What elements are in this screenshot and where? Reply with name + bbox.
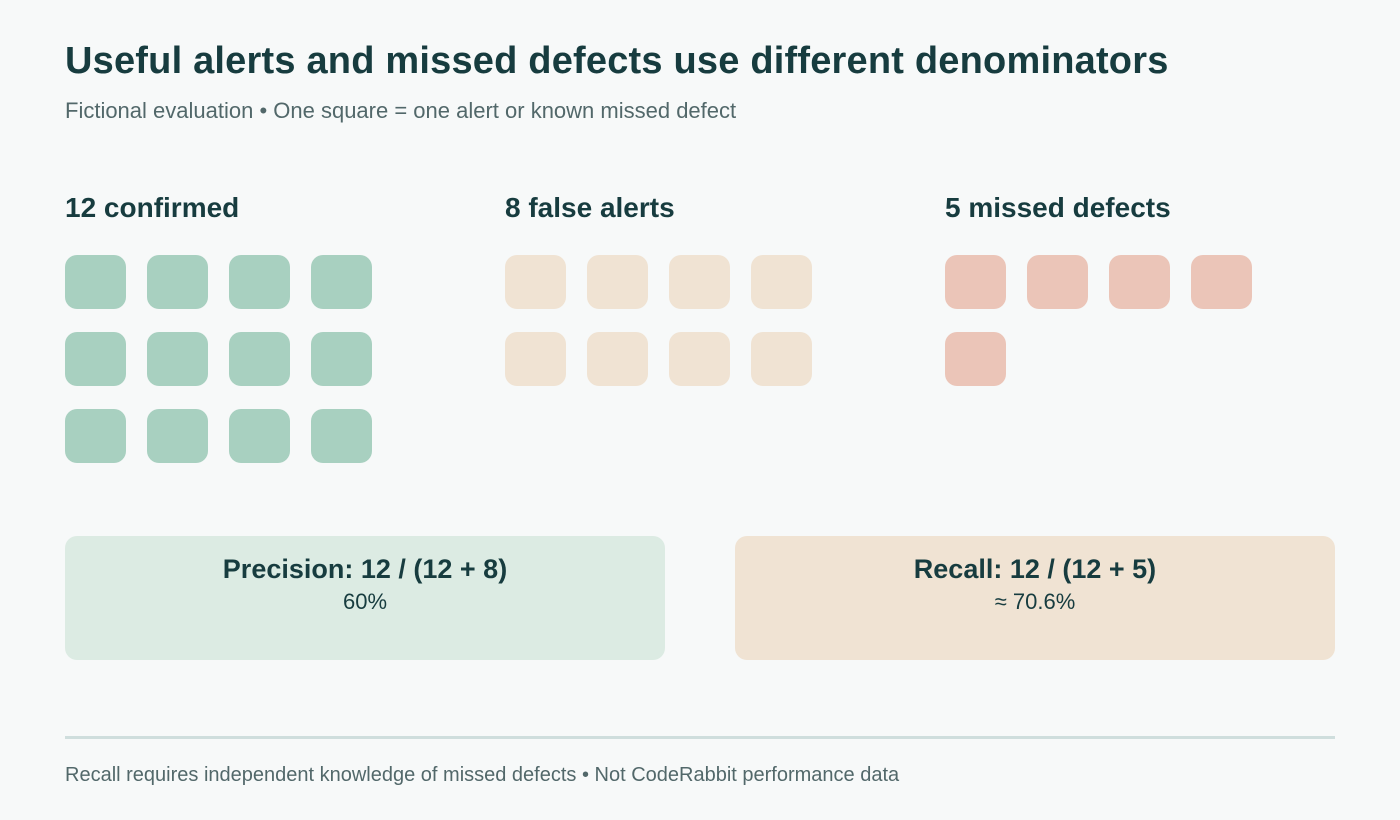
unit-square (311, 255, 372, 309)
page-title: Useful alerts and missed defects use dif… (65, 40, 1169, 82)
unit-square (311, 409, 372, 463)
squares-false-alerts (505, 255, 905, 475)
unit-square (669, 255, 730, 309)
unit-square (505, 332, 566, 386)
page-subtitle: Fictional evaluation • One square = one … (65, 98, 737, 123)
unit-square (147, 255, 208, 309)
precision-formula: Precision: 12 / (12 + 8) (222, 554, 508, 584)
recall-formula: Recall: 12 / (12 + 5) (913, 554, 1157, 584)
recall-value: ≈ 70.6% (994, 589, 1076, 614)
unit-square (587, 255, 648, 309)
precision-box: Precision: 12 / (12 + 8) 60% (65, 536, 665, 660)
unit-square (587, 332, 648, 386)
unit-square (229, 255, 290, 309)
unit-square (65, 255, 126, 309)
recall-box: Recall: 12 / (12 + 5) ≈ 70.6% (735, 536, 1335, 660)
unit-square (147, 332, 208, 386)
footer-divider (65, 736, 1335, 739)
squares-missed-defects (945, 255, 1345, 475)
unit-square (147, 409, 208, 463)
unit-square (669, 332, 730, 386)
unit-square (945, 332, 1006, 386)
unit-square (1191, 255, 1252, 309)
group-label-false-alerts: 8 false alerts (505, 192, 675, 223)
precision-value: 60% (342, 589, 388, 614)
unit-square (751, 255, 812, 309)
unit-square (65, 409, 126, 463)
unit-square (65, 332, 126, 386)
group-label-confirmed: 12 confirmed (65, 192, 240, 223)
unit-square (751, 332, 812, 386)
unit-square (229, 332, 290, 386)
footnote: Recall requires independent knowledge of… (65, 764, 900, 786)
unit-square (1027, 255, 1088, 309)
group-missed-defects: 5 missed defects (945, 190, 1345, 475)
unit-square (311, 332, 372, 386)
unit-square (229, 409, 290, 463)
group-false-alerts: 8 false alerts (505, 190, 905, 475)
unit-square (1109, 255, 1170, 309)
unit-square (945, 255, 1006, 309)
group-confirmed: 12 confirmed (65, 190, 465, 475)
squares-confirmed (65, 255, 465, 475)
group-label-missed-defects: 5 missed defects (945, 192, 1171, 223)
unit-square (505, 255, 566, 309)
